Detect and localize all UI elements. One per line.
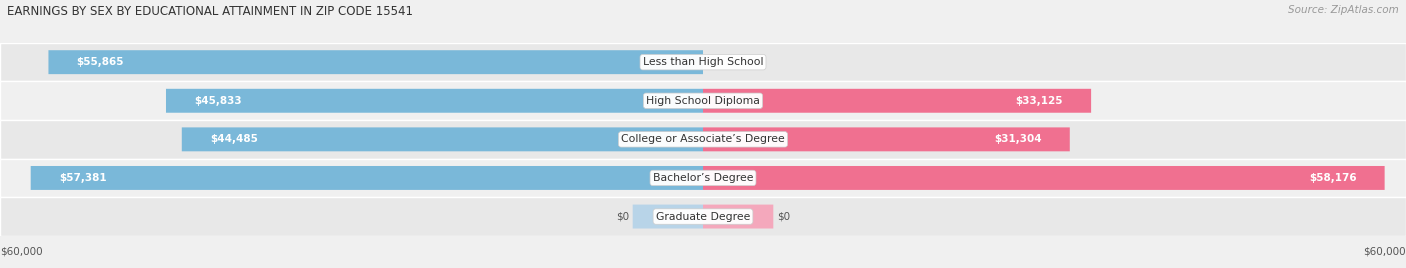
- Text: $60,000: $60,000: [0, 247, 42, 256]
- Text: $60,000: $60,000: [1364, 247, 1406, 256]
- FancyBboxPatch shape: [48, 50, 703, 74]
- FancyBboxPatch shape: [703, 127, 1070, 151]
- Text: $45,833: $45,833: [194, 96, 242, 106]
- Text: Graduate Degree: Graduate Degree: [655, 211, 751, 222]
- Text: College or Associate’s Degree: College or Associate’s Degree: [621, 134, 785, 144]
- Text: Less than High School: Less than High School: [643, 57, 763, 67]
- Text: $58,176: $58,176: [1309, 173, 1357, 183]
- FancyBboxPatch shape: [31, 166, 703, 190]
- Bar: [0, 159, 1406, 197]
- Text: $0: $0: [778, 211, 790, 222]
- Text: Bachelor’s Degree: Bachelor’s Degree: [652, 173, 754, 183]
- Bar: [0, 197, 1406, 236]
- Bar: [0, 120, 1406, 159]
- Text: $57,381: $57,381: [59, 173, 107, 183]
- Text: $31,304: $31,304: [994, 134, 1042, 144]
- FancyBboxPatch shape: [633, 204, 703, 229]
- Text: $0: $0: [707, 57, 720, 67]
- FancyBboxPatch shape: [166, 89, 703, 113]
- FancyBboxPatch shape: [181, 127, 703, 151]
- Text: $33,125: $33,125: [1015, 96, 1063, 106]
- Text: Source: ZipAtlas.com: Source: ZipAtlas.com: [1288, 5, 1399, 15]
- Text: $0: $0: [616, 211, 630, 222]
- FancyBboxPatch shape: [703, 204, 773, 229]
- Text: High School Diploma: High School Diploma: [647, 96, 759, 106]
- Text: $55,865: $55,865: [76, 57, 124, 67]
- FancyBboxPatch shape: [703, 89, 1091, 113]
- Bar: [0, 43, 1406, 81]
- FancyBboxPatch shape: [703, 166, 1385, 190]
- Bar: [0, 81, 1406, 120]
- Text: EARNINGS BY SEX BY EDUCATIONAL ATTAINMENT IN ZIP CODE 15541: EARNINGS BY SEX BY EDUCATIONAL ATTAINMEN…: [7, 5, 413, 18]
- Text: $44,485: $44,485: [209, 134, 257, 144]
